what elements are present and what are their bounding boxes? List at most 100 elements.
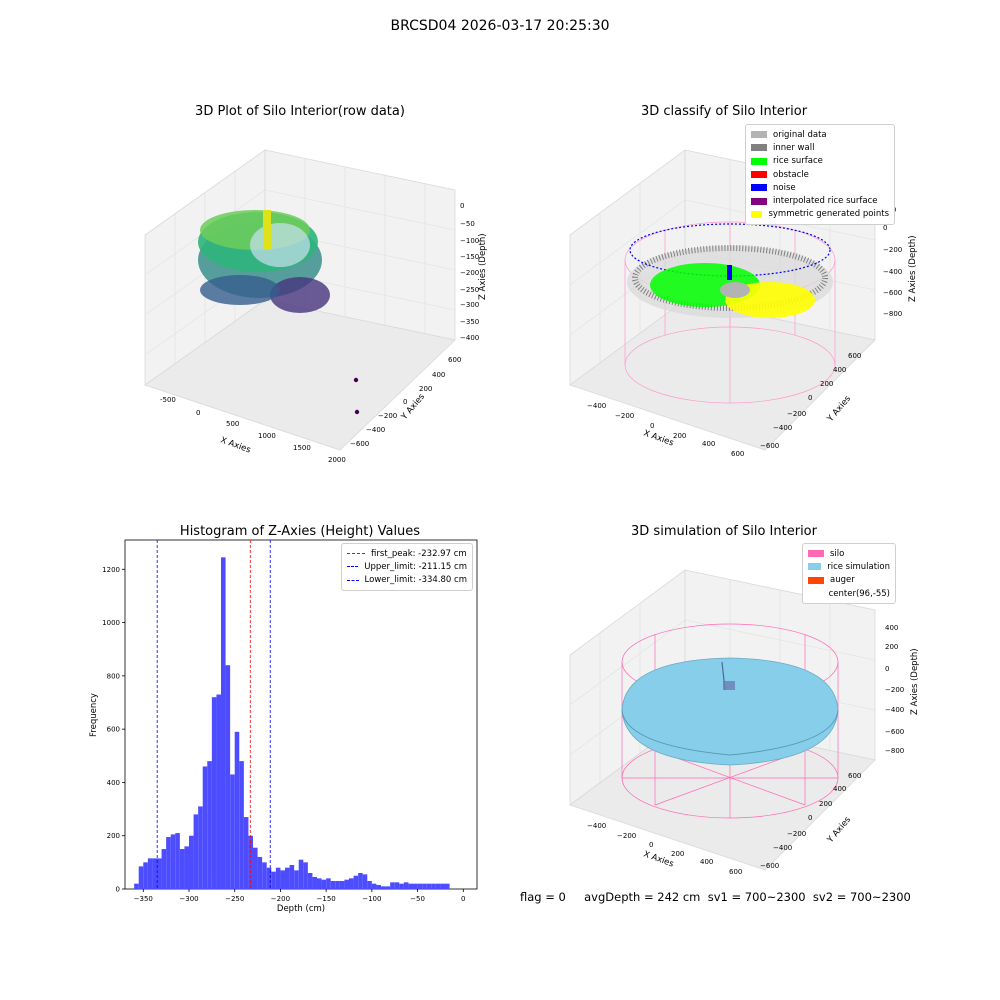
histogram-bar [413,883,418,889]
histogram-bar [211,697,217,889]
status-footer: flag = 0 avgDepth = 242 cm sv1 = 700~230… [520,890,911,904]
simulation-3d-plot: −400 −200 0 200 400 600 600 400 200 0 −2… [569,569,920,876]
histogram-bar [358,873,363,889]
x-tick: 0 [650,422,654,430]
legend-item: inner wall [751,141,889,154]
y-tick: −600 [760,862,779,870]
histogram-bar [403,882,409,889]
histogram-bar [275,867,281,889]
x-tick-label: −350 [134,895,153,903]
histogram-bar [257,857,263,889]
z-axis-label: Z Axies (Depth) [478,233,488,300]
legend-item: original data [751,128,889,141]
x-tick: 2000 [328,456,346,464]
legend-item: center(96,-55) [808,587,890,600]
legend-swatch [751,184,767,192]
histogram-bar [408,883,413,889]
y-tick-label: 800 [107,672,120,680]
x-tick: 500 [226,420,239,428]
histogram-bar [307,873,313,889]
histogram-bar [175,833,180,889]
histogram-bar [239,761,244,889]
histogram-bar [339,881,345,889]
x-tick: 1500 [293,444,311,452]
y-tick: 200 [419,385,432,393]
histogram-bar [422,883,427,889]
z-tick: −600 [883,289,902,297]
histogram-bar [440,883,445,889]
legend-item: rice simulation [808,560,890,573]
legend-swatch [751,144,767,152]
y-tick-label: 0 [116,886,120,894]
z-tick: 0 [883,224,887,232]
auger [721,661,735,691]
histogram-bar [161,849,167,889]
raw-point-cloud [198,210,360,415]
legend-item: symmetric generated points [751,208,889,221]
x-tick: 600 [731,450,744,458]
histogram-bar [371,883,377,889]
histogram-bar [198,806,203,889]
y-axis-label: Y Axies [825,394,853,425]
x-tick: 0 [649,841,653,849]
legend-swatch [808,550,824,558]
histogram-bar [376,885,381,889]
y-tick: 400 [833,785,846,793]
histogram-bar [285,867,290,889]
simulation-legend: silo rice simulation auger center(96,-55… [802,543,896,605]
z-axis-label: Z Axies (Depth) [908,235,918,302]
histogram-bar [385,886,391,889]
histogram-legend: first_peak: -232.97 cm Upper_limit: -211… [341,543,473,591]
y-tick: 200 [820,380,833,388]
z-tick: −400 [885,706,904,714]
histogram-bar [179,849,185,889]
histogram-chart: −350 −300 −250 −200 −150 −100 −50 0 0 200 400 600 8… [89,539,478,914]
histogram-bar [344,879,349,889]
histogram-bar [326,878,331,889]
histogram-bar [280,870,285,889]
rice-simulation-surface [621,657,839,766]
x-tick: 200 [673,432,686,440]
y-tick: −600 [760,442,779,450]
histogram-bar [147,858,153,889]
z-tick: −400 [883,268,902,276]
histogram-bar [207,761,212,889]
x-tick: 0 [196,409,200,417]
legend-item: interpolated rice surface [751,194,889,207]
histogram-bar [289,865,295,889]
z-tick: −150 [460,253,479,261]
histogram-bar [394,882,400,889]
x-tick-label: −100 [362,895,381,903]
z-tick: 400 [885,624,898,632]
legend-item: rice surface [751,155,889,168]
histogram-bar [349,878,354,889]
histogram-bar [152,858,157,889]
z-tick: 0 [885,665,889,673]
y-tick: 0 [403,398,407,406]
histogram-bar [303,862,308,889]
histogram-bar [253,847,258,889]
z-tick: 0 [460,202,464,210]
y-tick: −400 [773,424,792,432]
z-tick: −400 [460,334,479,342]
z-tick: 200 [885,643,898,651]
histogram-bar [335,881,340,889]
histogram-bar [248,835,253,889]
raw-plot-title: 3D Plot of Silo Interior(row data) [195,104,405,119]
z-tick: −600 [885,728,904,736]
x-tick: 1000 [258,432,276,440]
histogram-bar [317,878,322,889]
histogram-bar [230,774,235,889]
legend-swatch [808,563,822,571]
x-tick-label: −300 [179,895,198,903]
y-tick: 600 [848,772,861,780]
histogram-bar [234,731,240,889]
histogram-bar [143,862,148,889]
histogram-bar [435,883,441,889]
y-tick: 400 [833,366,846,374]
histogram-bar [367,881,372,889]
legend-swatch [751,197,767,205]
y-tick: 200 [819,800,832,808]
x-axis-label: Depth (cm) [277,904,325,914]
legend-swatch [808,576,824,584]
